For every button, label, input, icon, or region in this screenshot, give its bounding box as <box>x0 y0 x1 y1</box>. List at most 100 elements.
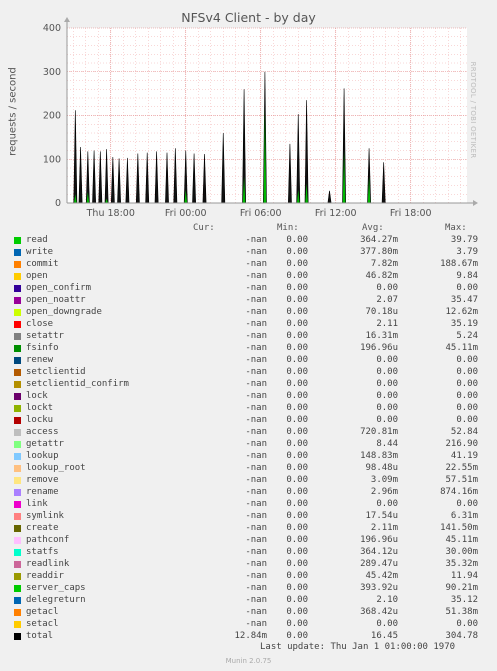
plot-area: 0 100 200 300 400 Thu 18:00 Fri 00:00 Fri 06:00… <box>43 17 478 219</box>
legend-swatch <box>14 369 21 376</box>
y-tick-label: 300 <box>43 67 61 78</box>
legend-avg: 0.00 <box>376 379 398 389</box>
legend-min: 0.00 <box>286 535 308 545</box>
legend-min: 0.00 <box>286 571 308 581</box>
legend-max: 188.67m <box>440 259 478 269</box>
legend-name: open_confirm <box>26 283 92 293</box>
legend-name: close <box>26 319 54 329</box>
legend-min: 0.00 <box>286 511 308 521</box>
legend-max: 0.00 <box>456 355 478 365</box>
legend-min: 0.00 <box>286 595 308 605</box>
legend-swatch <box>14 405 21 412</box>
data-spike-getattr <box>86 192 90 203</box>
legend-avg: 7.82m <box>370 259 398 269</box>
legend-avg: 16.31m <box>365 331 398 341</box>
legend-min: 0.00 <box>286 523 308 533</box>
legend-cur: -nan <box>245 427 267 437</box>
legend-avg: 16.45 <box>370 631 398 641</box>
legend-name: readlink <box>26 559 70 569</box>
legend-swatch <box>14 501 21 508</box>
chart-title: NFSv4 Client - by day <box>181 10 316 25</box>
legend-avg: 377.80m <box>360 247 398 257</box>
legend-min: 0.00 <box>286 391 308 401</box>
legend-min: 0.00 <box>286 379 308 389</box>
last-update: Last update: Thu Jan 1 01:00:00 1970 <box>260 642 456 652</box>
legend-cur: -nan <box>245 451 267 461</box>
data-spike-getattr <box>305 183 308 203</box>
legend-avg: 0.00 <box>376 403 398 413</box>
legend-name: total <box>26 631 54 641</box>
legend-row: total 12.84m 0.00 16.45 304.78 <box>0 631 497 643</box>
legend-row: link -nan 0.00 0.00 0.00 <box>0 499 497 511</box>
legend-min: 0.00 <box>286 367 308 377</box>
legend-max: 12.62m <box>445 307 478 317</box>
legend-name: open_noattr <box>26 295 86 305</box>
legend-row: setclientid_confirm -nan 0.00 0.00 0.00 <box>0 379 497 391</box>
legend-avg: 0.00 <box>376 283 398 293</box>
legend-min: 0.00 <box>286 559 308 569</box>
legend-name: pathconf <box>26 535 70 545</box>
legend-name: open <box>26 271 48 281</box>
legend-avg: 368.42u <box>360 607 398 617</box>
legend-max: 39.79 <box>450 235 478 245</box>
legend-min: 0.00 <box>286 331 308 341</box>
legend-name: lock <box>26 391 48 401</box>
legend-name: server_caps <box>26 583 86 593</box>
legend-swatch <box>14 573 21 580</box>
legend-min: 0.00 <box>286 319 308 329</box>
legend-max: 45.11m <box>445 535 478 545</box>
legend-avg: 2.07 <box>376 295 398 305</box>
legend-cur: -nan <box>245 595 267 605</box>
legend-avg: 0.00 <box>376 415 398 425</box>
legend-avg: 0.00 <box>376 355 398 365</box>
legend-cur: -nan <box>245 295 267 305</box>
legend-cur: -nan <box>245 499 267 509</box>
legend-max: 35.32m <box>445 559 478 569</box>
legend-name: access <box>26 427 59 437</box>
legend-row: readdir -nan 0.00 45.42m 11.94 <box>0 571 497 583</box>
legend-name: link <box>26 499 48 509</box>
legend-name: locku <box>26 415 54 425</box>
legend-name: fsinfo <box>26 343 59 353</box>
legend-swatch <box>14 585 21 592</box>
legend-name: open_downgrade <box>26 307 102 317</box>
legend-cur: -nan <box>245 271 267 281</box>
legend-max: 9.84 <box>456 271 478 281</box>
legend-row: close -nan 0.00 2.11 35.19 <box>0 319 497 331</box>
legend-cur: -nan <box>245 355 267 365</box>
x-tick-label: Fri 12:00 <box>315 208 357 219</box>
legend-avg: 196.96u <box>360 343 398 353</box>
legend-avg: 148.83m <box>360 451 398 461</box>
legend-row: create -nan 0.00 2.11m 141.50m <box>0 523 497 535</box>
legend-row: getacl -nan 0.00 368.42u 51.38m <box>0 607 497 619</box>
legend-name: commit <box>26 259 59 269</box>
legend-row: setattr -nan 0.00 16.31m 5.24 <box>0 331 497 343</box>
legend-row: lookup_root -nan 0.00 98.48u 22.55m <box>0 463 497 475</box>
data-spike-getattr <box>74 194 77 203</box>
legend-row: setacl -nan 0.00 0.00 0.00 <box>0 619 497 631</box>
legend-cur: -nan <box>245 559 267 569</box>
legend-row: open_noattr -nan 0.00 2.07 35.47 <box>0 295 497 307</box>
data-spike-getattr <box>263 108 267 203</box>
legend-swatch <box>14 477 21 484</box>
legend-row: getattr -nan 0.00 8.44 216.90 <box>0 439 497 451</box>
legend-row: remove -nan 0.00 3.09m 57.51m <box>0 475 497 487</box>
data-spike-getattr <box>105 198 108 203</box>
legend-swatch <box>14 357 21 364</box>
legend-row: readlink -nan 0.00 289.47u 35.32m <box>0 559 497 571</box>
legend-avg: 2.11m <box>370 523 398 533</box>
legend-swatch <box>14 285 21 292</box>
legend-min: 0.00 <box>286 463 308 473</box>
legend-min: 0.00 <box>286 583 308 593</box>
legend-cur: -nan <box>245 331 267 341</box>
legend-max: 0.00 <box>456 403 478 413</box>
legend-header-avg: Avg: <box>362 223 384 233</box>
legend-min: 0.00 <box>286 631 308 641</box>
legend-swatch <box>14 261 21 268</box>
legend-swatch <box>14 237 21 244</box>
legend-cur: -nan <box>245 511 267 521</box>
legend-swatch <box>14 489 21 496</box>
legend-max: 52.84 <box>450 427 478 437</box>
legend-swatch <box>14 333 21 340</box>
